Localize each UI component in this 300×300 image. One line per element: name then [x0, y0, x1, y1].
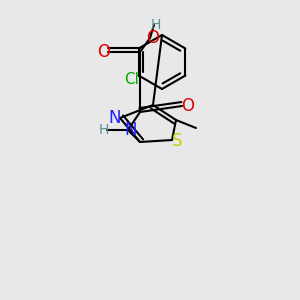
Text: H: H — [99, 123, 109, 137]
Text: N: N — [109, 109, 121, 127]
Text: N: N — [125, 121, 137, 139]
Text: O: O — [146, 29, 160, 47]
Text: O: O — [182, 97, 194, 115]
Text: Cl: Cl — [124, 72, 139, 87]
Text: O: O — [98, 43, 110, 61]
Text: S: S — [172, 132, 182, 150]
Text: H: H — [151, 18, 161, 32]
